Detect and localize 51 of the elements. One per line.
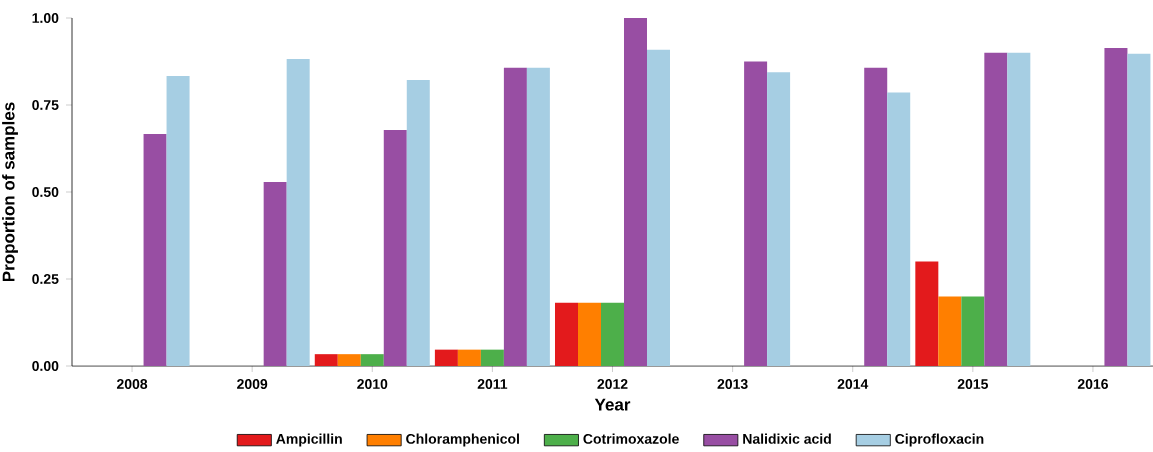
x-tick-label: 2011 [477,379,508,389]
legend-label: Nalidixic acid [743,433,831,444]
bar [314,354,338,366]
bar [864,67,888,366]
y-axis-title: Proportion of samples [2,102,18,282]
bar [984,52,1008,366]
bar [337,354,361,366]
bar [526,67,550,366]
bar [406,79,430,366]
bar [503,67,527,366]
x-tick-label: 2009 [237,379,268,389]
x-axis-title: Year [594,398,631,411]
x-tick-label: 2015 [957,379,989,389]
bar [263,181,287,366]
bar [143,133,167,366]
x-tick-label: 2014 [837,379,869,389]
bar [166,76,190,366]
bar [767,72,791,366]
bar [938,296,962,366]
bar [601,302,624,366]
bar [1007,52,1031,366]
bar [360,354,384,366]
y-tick-label: 0.25 [32,274,59,284]
bar [887,92,911,366]
legend-label: Chloramphenicol [406,433,519,447]
legend-label: Cotrimoxazole [583,433,679,444]
legend-label: Ampicillin [276,433,342,447]
x-tick-label: 2016 [1077,379,1108,389]
bar [744,61,768,366]
bar [624,18,647,366]
y-tick-label: 1.00 [32,13,59,23]
x-tick-label: 2010 [357,379,388,389]
bar [286,59,310,366]
bar [915,261,939,366]
y-tick-label: 0.50 [32,187,59,197]
bar [480,349,504,366]
x-tick-label: 2012 [597,379,628,389]
bar [1127,53,1151,366]
legend-label: Ciprofloxacin [895,433,984,447]
y-tick-label: 0.00 [32,361,59,371]
bar [1104,47,1128,366]
bar [383,130,407,366]
y-tick-label: 0.75 [32,100,59,110]
bar [434,349,458,366]
x-tick-label: 2008 [116,379,148,389]
bar [457,349,481,366]
bar [578,302,601,366]
x-tick-label: 2013 [717,379,748,389]
bar [961,296,985,366]
bar [555,302,578,366]
bar [647,49,670,366]
